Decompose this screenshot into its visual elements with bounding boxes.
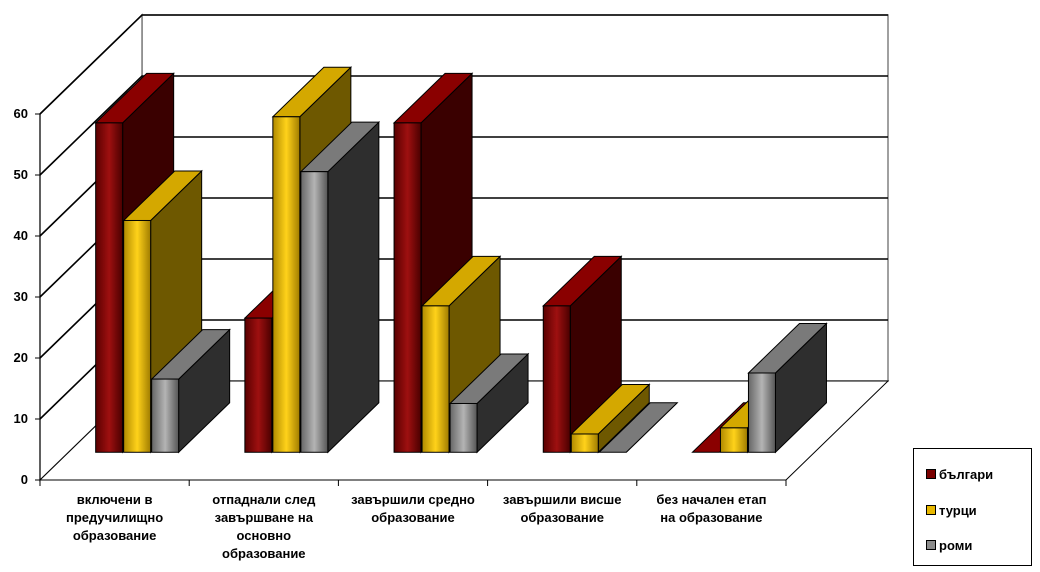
- legend-label-turks: турци: [939, 502, 977, 518]
- bar-front: [542, 305, 571, 453]
- category-label-line: на образование: [660, 510, 762, 525]
- bar-side: [327, 120, 380, 454]
- bar-turks-3: [570, 383, 651, 454]
- y-tick-label: 30: [14, 289, 28, 304]
- bar-front: [747, 372, 776, 453]
- bar-front: [95, 122, 124, 453]
- category-label: завършили висше образование: [503, 492, 622, 525]
- bar-front: [244, 317, 273, 453]
- bar-front: [300, 171, 329, 453]
- legend-label-bulgarians: българи: [939, 466, 994, 482]
- labels-group: 0 10 20 30 40 50 60 включени в предучилищно образ…: [14, 106, 767, 561]
- y-tick-label: 0: [21, 472, 28, 487]
- category-label: без начален етап на образование: [656, 492, 766, 525]
- category-label: завършили средно образование: [351, 492, 475, 525]
- bar-front: [449, 402, 478, 453]
- category-label-line: завършване на: [215, 510, 314, 525]
- y-tick-label: 60: [14, 106, 28, 121]
- bar-front: [151, 378, 180, 453]
- bar-roma-3: [598, 402, 679, 453]
- y-tick-label: 10: [14, 411, 28, 426]
- legend: българи турци роми: [913, 448, 1032, 566]
- category-label-line: образование: [222, 546, 306, 561]
- category-label-line: отпаднали след: [212, 492, 316, 507]
- category-label: включени в предучилищно образование: [66, 492, 163, 543]
- category-label-line: завършили средно: [351, 492, 475, 507]
- legend-swatch-turks: [926, 505, 936, 515]
- legend-item-turks: турци: [926, 502, 977, 518]
- category-label-line: предучилищно: [66, 510, 163, 525]
- category-label-line: образование: [371, 510, 455, 525]
- legend-label-roma: роми: [939, 537, 973, 553]
- legend-item-bulgarians: българи: [926, 466, 993, 482]
- bar-front: [719, 427, 748, 453]
- bar-front: [393, 122, 422, 453]
- bar-roma-4: [747, 322, 828, 454]
- category-label-line: без начален етап: [656, 492, 766, 507]
- bar-roma-0: [150, 328, 231, 454]
- category-label: отпаднали след завършване на основно образо…: [212, 492, 316, 561]
- bar-roma-2: [448, 352, 530, 454]
- y-tick-label: 20: [14, 350, 28, 365]
- bar-front: [570, 433, 599, 453]
- legend-swatch-roma: [926, 540, 936, 550]
- bars-group: [94, 66, 828, 454]
- gridline: [39, 14, 888, 115]
- bar-top: [598, 402, 679, 453]
- category-label-line: основно: [237, 528, 292, 543]
- gridline: [39, 75, 888, 176]
- bar-front: [123, 219, 152, 453]
- bar-front: [272, 116, 301, 453]
- category-label-line: завършили висше: [503, 492, 622, 507]
- category-label-line: образование: [520, 510, 604, 525]
- bar-front: [421, 305, 450, 453]
- y-tick-label: 50: [14, 167, 28, 182]
- legend-item-roma: роми: [926, 537, 972, 553]
- y-tick-label: 40: [14, 228, 28, 243]
- category-label-line: образование: [73, 528, 157, 543]
- legend-swatch-bulgarians: [926, 469, 936, 479]
- category-label-line: включени в: [77, 492, 153, 507]
- bar-roma-1: [299, 120, 381, 454]
